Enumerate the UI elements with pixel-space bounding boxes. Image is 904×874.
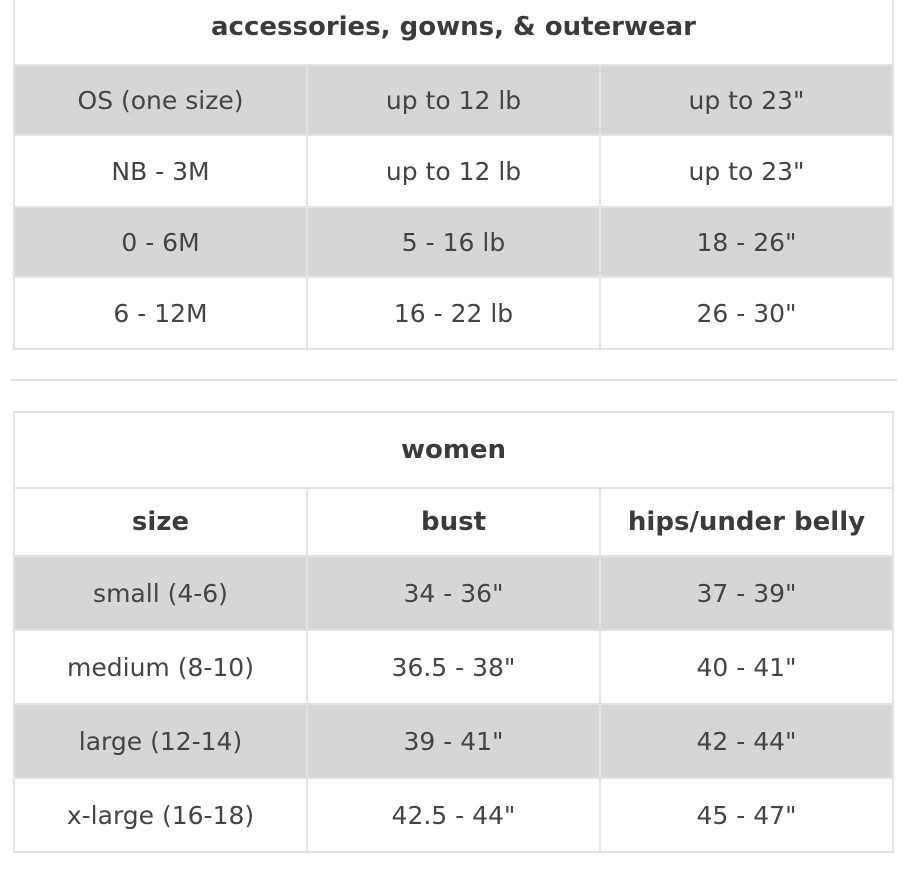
table-header-row: size bust hips/under belly [13,487,894,557]
accessories-table-title: accessories, gowns, & outerwear [13,0,894,66]
column-header-hips: hips/under belly [599,487,894,557]
accessories-size-table: accessories, gowns, & outerwear OS (one … [13,0,894,350]
hips-cell: 37 - 39" [599,555,894,631]
hips-cell: 45 - 47" [599,777,894,853]
weight-cell: up to 12 lb [306,64,601,136]
women-table-title: women [13,411,894,489]
hips-cell: 42 - 44" [599,703,894,779]
size-cell: 0 - 6M [13,206,308,278]
table-row: medium (8-10) 36.5 - 38" 40 - 41" [13,629,894,705]
women-size-table: women size bust hips/under belly small (… [13,411,894,853]
table-row: large (12-14) 39 - 41" 42 - 44" [13,703,894,779]
table-row: 6 - 12M 16 - 22 lb 26 - 30" [13,276,894,350]
bust-cell: 42.5 - 44" [306,777,601,853]
height-cell: 26 - 30" [599,276,894,350]
weight-cell: 5 - 16 lb [306,206,601,278]
table-row: 0 - 6M 5 - 16 lb 18 - 26" [13,206,894,278]
size-cell: large (12-14) [13,703,308,779]
weight-cell: up to 12 lb [306,134,601,208]
bust-cell: 34 - 36" [306,555,601,631]
size-cell: 6 - 12M [13,276,308,350]
hips-cell: 40 - 41" [599,629,894,705]
size-cell: NB - 3M [13,134,308,208]
height-cell: up to 23" [599,64,894,136]
table-row: x-large (16-18) 42.5 - 44" 45 - 47" [13,777,894,853]
table-title-row: women [13,411,894,489]
bust-cell: 39 - 41" [306,703,601,779]
height-cell: 18 - 26" [599,206,894,278]
table-row: NB - 3M up to 12 lb up to 23" [13,134,894,208]
table-row: OS (one size) up to 12 lb up to 23" [13,64,894,136]
size-cell: small (4-6) [13,555,308,631]
table-title-row: accessories, gowns, & outerwear [13,0,894,66]
table-row: small (4-6) 34 - 36" 37 - 39" [13,555,894,631]
column-header-bust: bust [306,487,601,557]
size-cell: OS (one size) [13,64,308,136]
size-cell: x-large (16-18) [13,777,308,853]
section-divider [10,379,897,381]
bust-cell: 36.5 - 38" [306,629,601,705]
height-cell: up to 23" [599,134,894,208]
size-cell: medium (8-10) [13,629,308,705]
weight-cell: 16 - 22 lb [306,276,601,350]
column-header-size: size [13,487,308,557]
